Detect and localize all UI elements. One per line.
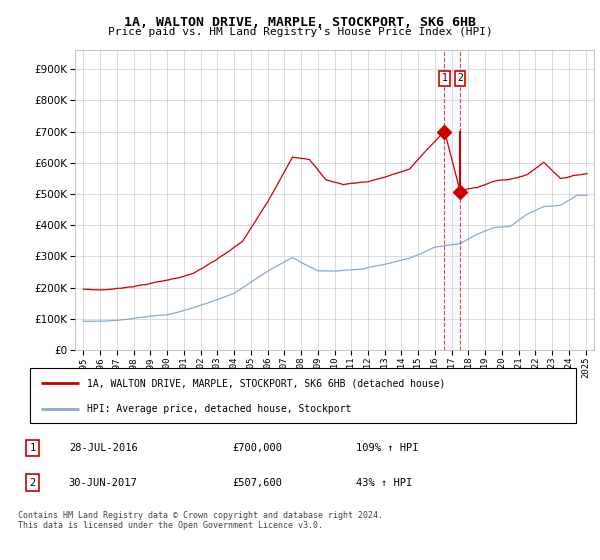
- Text: Contains HM Land Registry data © Crown copyright and database right 2024.
This d: Contains HM Land Registry data © Crown c…: [18, 511, 383, 530]
- Text: £507,600: £507,600: [232, 478, 283, 488]
- Text: 30-JUN-2017: 30-JUN-2017: [69, 478, 137, 488]
- Text: 43% ↑ HPI: 43% ↑ HPI: [356, 478, 413, 488]
- Text: 1A, WALTON DRIVE, MARPLE, STOCKPORT, SK6 6HB (detached house): 1A, WALTON DRIVE, MARPLE, STOCKPORT, SK6…: [88, 379, 446, 388]
- Text: Price paid vs. HM Land Registry's House Price Index (HPI): Price paid vs. HM Land Registry's House …: [107, 27, 493, 37]
- Text: 1A, WALTON DRIVE, MARPLE, STOCKPORT, SK6 6HB: 1A, WALTON DRIVE, MARPLE, STOCKPORT, SK6…: [124, 16, 476, 29]
- FancyBboxPatch shape: [30, 368, 576, 423]
- Text: 109% ↑ HPI: 109% ↑ HPI: [356, 443, 419, 453]
- Text: 1: 1: [442, 73, 448, 83]
- Text: HPI: Average price, detached house, Stockport: HPI: Average price, detached house, Stoc…: [88, 404, 352, 414]
- Text: 1: 1: [29, 443, 35, 453]
- Text: £700,000: £700,000: [232, 443, 283, 453]
- Bar: [445, 50, 460, 350]
- Text: 28-JUL-2016: 28-JUL-2016: [69, 443, 137, 453]
- Text: 2: 2: [29, 478, 35, 488]
- Text: 2: 2: [457, 73, 463, 83]
